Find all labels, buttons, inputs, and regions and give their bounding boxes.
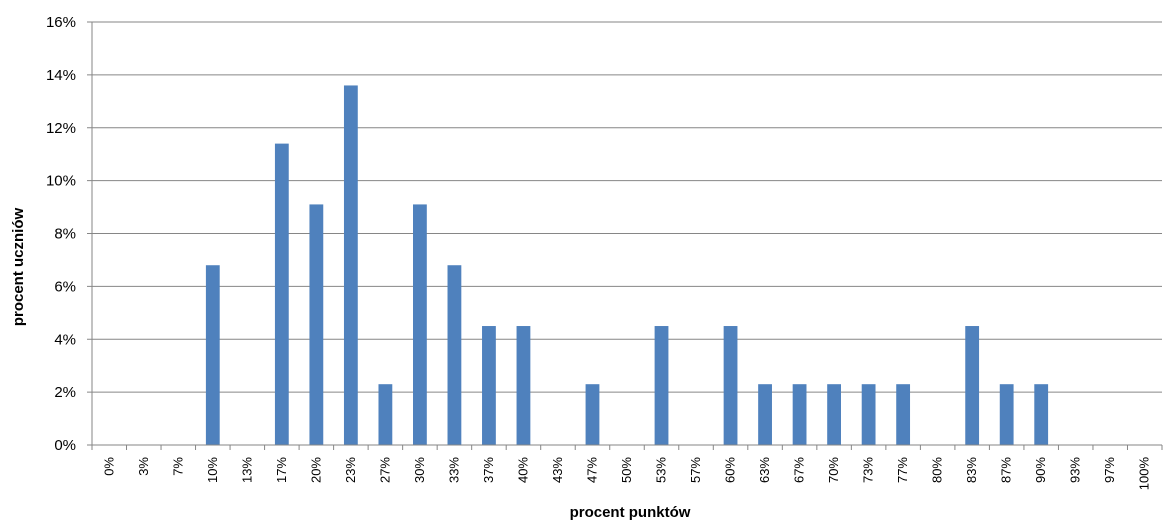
x-tick-label: 97% [1102, 457, 1117, 483]
bar [758, 384, 772, 445]
bar [447, 265, 462, 445]
y-tick-label: 6% [54, 278, 76, 295]
y-tick-label: 4% [54, 331, 76, 348]
y-axis-title: procent uczniów [10, 208, 27, 327]
x-tick-label: 10% [205, 457, 220, 483]
bar [585, 384, 600, 445]
x-tick-label: 33% [446, 457, 461, 483]
x-tick-label: 87% [999, 457, 1014, 483]
x-tick-label: 70% [826, 457, 841, 483]
x-tick-label: 80% [930, 457, 945, 483]
bar [343, 85, 358, 445]
x-tick-label: 77% [895, 457, 910, 483]
x-tick-label: 27% [377, 457, 392, 483]
x-tick-label: 23% [343, 457, 358, 483]
y-tick-label: 12% [46, 120, 76, 137]
x-tick-label: 37% [481, 457, 496, 483]
x-tick-label: 50% [619, 457, 634, 483]
y-tick-label: 8% [54, 226, 76, 243]
x-tick-label: 40% [515, 457, 530, 483]
bar [413, 204, 427, 445]
bar [516, 326, 531, 445]
y-tick-label: 0% [54, 437, 76, 454]
x-tick-label: 30% [412, 457, 427, 483]
bar [274, 143, 289, 446]
x-axis-ticks: 0% 3% 7% 10% 13% 17% 20% 23% 27% 30% 33% 37% 40% 43% 4… [91, 445, 1163, 491]
y-tick-label: 2% [54, 384, 76, 401]
x-tick-label: 67% [792, 457, 807, 483]
x-tick-label: 93% [1068, 457, 1083, 483]
gridlines [92, 21, 1162, 393]
x-tick-label: 43% [550, 457, 565, 483]
x-tick-label: 53% [654, 457, 669, 483]
x-tick-label: 90% [1033, 457, 1048, 483]
x-tick-label: 100% [1137, 457, 1152, 491]
bar [723, 326, 738, 445]
bar [378, 384, 393, 445]
x-tick-label: 20% [308, 457, 323, 483]
bar [309, 204, 324, 445]
y-tick-label: 16% [46, 14, 76, 31]
x-tick-label: 60% [723, 457, 738, 483]
y-tick-label: 10% [46, 173, 76, 190]
y-axis-ticks: 0% 2% 4% 6% 8% 10% 12% 14% 16% [46, 14, 92, 454]
bar [999, 384, 1014, 445]
x-axis-title: procent punktów [570, 504, 691, 521]
bar [482, 326, 496, 445]
bar [654, 326, 669, 445]
x-tick-label: 73% [861, 457, 876, 483]
x-tick-label: 13% [239, 457, 254, 483]
x-tick-label: 47% [584, 457, 599, 483]
y-tick-label: 14% [46, 67, 76, 84]
x-tick-label: 3% [136, 457, 151, 476]
x-tick-label: 83% [964, 457, 979, 483]
bar [1034, 384, 1049, 445]
x-tick-label: 0% [101, 457, 116, 476]
bar [965, 326, 980, 445]
bar [861, 384, 876, 445]
x-tick-label: 7% [170, 457, 185, 476]
bar [896, 384, 911, 445]
x-tick-label: 57% [688, 457, 703, 483]
x-tick-label: 17% [274, 457, 289, 483]
axes [91, 22, 1162, 446]
x-tick-label: 63% [757, 457, 772, 483]
bar [792, 384, 807, 445]
bar [205, 265, 220, 445]
bars [205, 85, 1049, 446]
bar [827, 384, 841, 445]
